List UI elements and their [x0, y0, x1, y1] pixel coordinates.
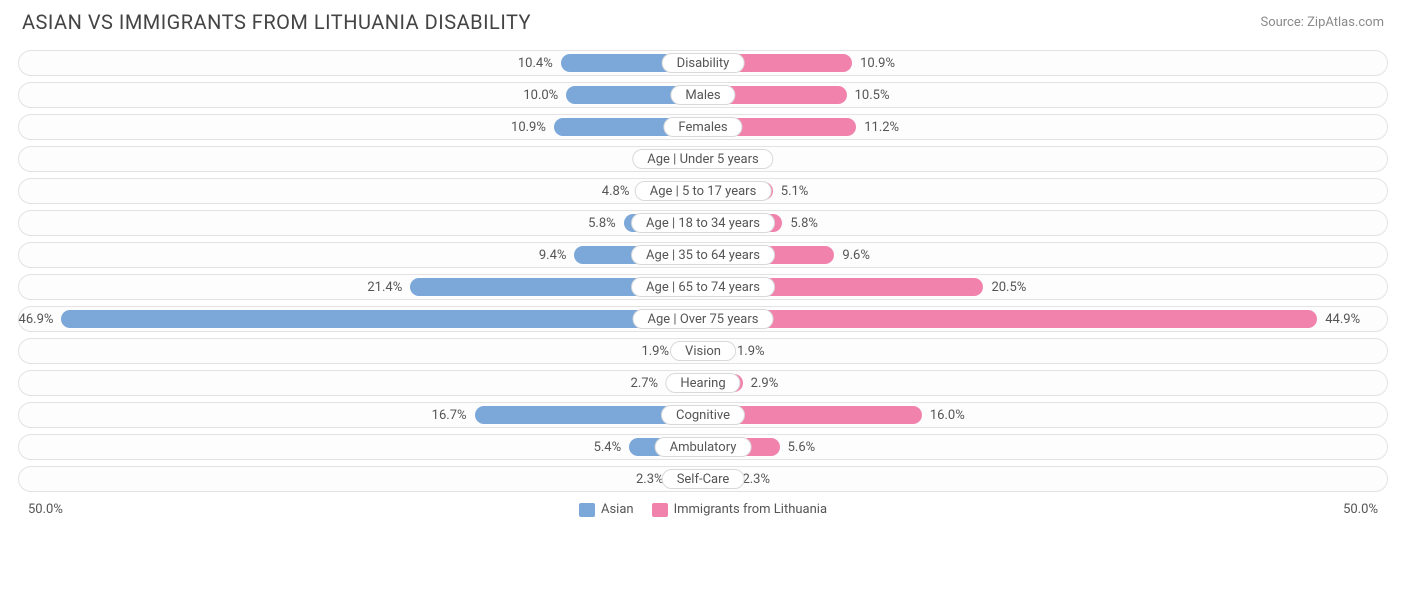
legend-item-left: Asian — [579, 502, 634, 517]
chart-rows: 10.4% 10.9% Disability 10.0% 10.5% Males 10.9%… — [0, 40, 1406, 492]
value-right: 5.1% — [781, 179, 809, 203]
chart-row: 2.3% 2.3%Self-Care — [18, 466, 1388, 492]
legend: Asian Immigrants from Lithuania — [579, 502, 827, 517]
category-label: Age | Over 75 years — [633, 309, 774, 329]
category-label: Ambulatory — [655, 437, 752, 457]
value-left: 10.0% — [523, 83, 558, 107]
chart-row: 10.4% 10.9% Disability — [18, 50, 1388, 76]
chart-row: 4.8% 5.1% Age | 5 to 17 years — [18, 178, 1388, 204]
value-right: 2.3% — [742, 467, 770, 491]
value-right: 1.9% — [737, 339, 765, 363]
chart-row: 46.9% 44.9% Age | Over 75 years — [18, 306, 1388, 332]
chart-container: ASIAN VS IMMIGRANTS FROM LITHUANIA DISAB… — [0, 0, 1406, 527]
chart-title: ASIAN VS IMMIGRANTS FROM LITHUANIA DISAB… — [22, 10, 531, 34]
category-label: Age | 65 to 74 years — [631, 277, 775, 297]
chart-row: 9.4% 9.6% Age | 35 to 64 years — [18, 242, 1388, 268]
value-right: 5.8% — [790, 211, 818, 235]
value-left: 1.9% — [641, 339, 669, 363]
value-right: 10.9% — [860, 51, 895, 75]
value-left: 10.4% — [518, 51, 553, 75]
category-label: Age | 35 to 64 years — [631, 245, 775, 265]
legend-label-right: Immigrants from Lithuania — [674, 502, 827, 517]
category-label: Males — [670, 85, 735, 105]
chart-row: 1.1%1.3%Age | Under 5 years — [18, 146, 1388, 172]
category-label: Age | Under 5 years — [632, 149, 773, 169]
category-label: Females — [663, 117, 742, 137]
value-right: 11.2% — [864, 115, 899, 139]
chart-row: 16.7% 16.0% Cognitive — [18, 402, 1388, 428]
legend-swatch-right — [652, 503, 668, 517]
category-label: Cognitive — [661, 405, 745, 425]
chart-row: 5.8% 5.8% Age | 18 to 34 years — [18, 210, 1388, 236]
value-left: 2.3% — [636, 467, 664, 491]
chart-row: 5.4% 5.6% Ambulatory — [18, 434, 1388, 460]
value-left: 5.8% — [588, 211, 616, 235]
chart-row: 10.9% 11.2% Females — [18, 114, 1388, 140]
value-left: 5.4% — [594, 435, 622, 459]
bar-left — [61, 310, 703, 328]
value-right: 10.5% — [855, 83, 890, 107]
category-label: Hearing — [665, 373, 740, 393]
bar-right — [703, 310, 1317, 328]
value-left: 16.7% — [432, 403, 467, 427]
chart-footer: 50.0% Asian Immigrants from Lithuania 50… — [0, 498, 1406, 527]
axis-left-max: 50.0% — [28, 502, 63, 517]
value-left: 2.7% — [631, 371, 659, 395]
value-left: 9.4% — [539, 243, 567, 267]
legend-item-right: Immigrants from Lithuania — [652, 502, 827, 517]
category-label: Vision — [670, 341, 736, 361]
chart-header: ASIAN VS IMMIGRANTS FROM LITHUANIA DISAB… — [0, 0, 1406, 40]
value-left: 4.8% — [602, 179, 630, 203]
value-right: 9.6% — [842, 243, 870, 267]
chart-row: 10.0% 10.5% Males — [18, 82, 1388, 108]
category-label: Disability — [662, 53, 745, 73]
value-left: 10.9% — [511, 115, 546, 139]
category-label: Self-Care — [662, 469, 745, 489]
value-right: 5.6% — [788, 435, 816, 459]
chart-row: 2.7% 2.9% Hearing — [18, 370, 1388, 396]
value-left: 46.9% — [19, 307, 54, 331]
legend-label-left: Asian — [601, 502, 634, 517]
chart-row: 21.4% 20.5% Age | 65 to 74 years — [18, 274, 1388, 300]
value-right: 44.9% — [1325, 307, 1360, 331]
value-right: 20.5% — [991, 275, 1026, 299]
value-right: 16.0% — [930, 403, 965, 427]
chart-source: Source: ZipAtlas.com — [1260, 15, 1384, 30]
category-label: Age | 5 to 17 years — [635, 181, 772, 201]
legend-swatch-left — [579, 503, 595, 517]
value-left: 21.4% — [367, 275, 402, 299]
value-right: 2.9% — [751, 371, 779, 395]
category-label: Age | 18 to 34 years — [631, 213, 775, 233]
axis-right-max: 50.0% — [1343, 502, 1378, 517]
chart-row: 1.9% 1.9%Vision — [18, 338, 1388, 364]
